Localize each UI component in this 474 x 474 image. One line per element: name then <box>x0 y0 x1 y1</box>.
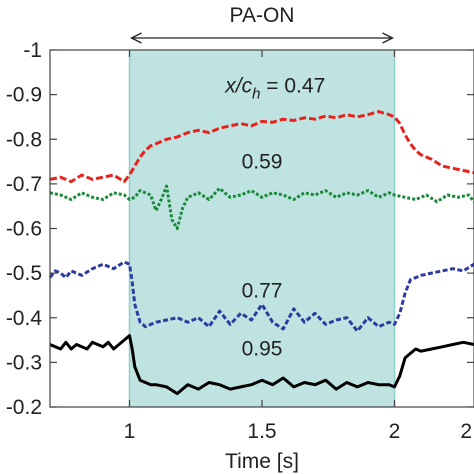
y-tick-label: -0.6 <box>6 218 42 241</box>
y-tick-label: -0.4 <box>6 307 43 330</box>
series-line-2 <box>49 184 474 230</box>
pa-on-arrow-left-head <box>130 32 142 44</box>
annotation-subscript: h <box>252 85 260 102</box>
pa-on-arrow-right-head <box>382 32 394 44</box>
x-tick-label: 2 <box>460 420 472 443</box>
y-tick-label: -1 <box>23 39 42 62</box>
shaded-interval <box>128 50 396 407</box>
pa-on-region <box>129 50 395 407</box>
series-annotation: 0.95 <box>242 338 283 361</box>
y-axis: -1 -0.9 -0.8 -0.7 -0.6 -0.5 -0.4 -0.3 -0.2 <box>6 39 474 419</box>
series-line-4 <box>49 334 474 396</box>
y-tick-label: -0.9 <box>6 84 42 107</box>
series-annotation: 0.59 <box>242 150 283 173</box>
series-annotation: x/ch = 0.47 <box>224 74 325 102</box>
series-annotation: 0.77 <box>242 280 283 303</box>
x-tick-label: 2 <box>389 420 401 443</box>
series-group <box>48 110 474 396</box>
y-tick-label: -0.8 <box>6 128 42 151</box>
y-tick-label: -0.2 <box>6 396 42 419</box>
annotations: x/ch = 0.47 0.59 0.77 0.95 <box>224 74 325 360</box>
y-tick-label: -0.5 <box>6 262 42 285</box>
pa-on-label: PA-ON <box>230 4 295 27</box>
x-tick-label: 1.5 <box>247 420 276 443</box>
y-tick-label: -0.3 <box>6 351 42 374</box>
series-line-1 <box>49 110 474 184</box>
series-line-3 <box>48 260 474 333</box>
x-tick-label: 1 <box>124 420 136 443</box>
x-axis: 1 1.5 2 2 <box>124 50 472 443</box>
y-tick-label: -0.7 <box>6 173 42 196</box>
x-axis-label: Time [s] <box>225 450 299 473</box>
annotation-variable: x/c <box>224 74 252 97</box>
pa-on-indicator: PA-ON <box>130 4 394 44</box>
annotation-value: = 0.47 <box>260 74 325 97</box>
